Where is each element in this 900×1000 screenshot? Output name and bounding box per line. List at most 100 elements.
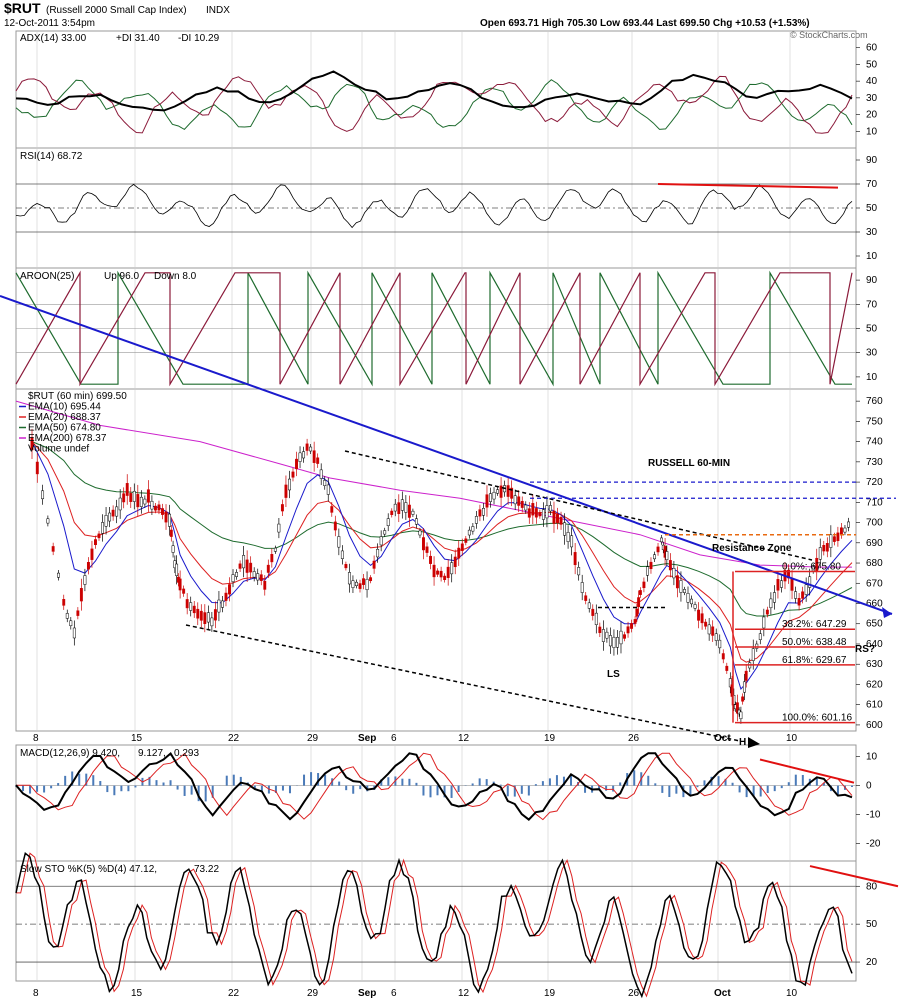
- candle-body: [101, 522, 104, 534]
- fib-label: 38.2%: 647.29: [782, 619, 847, 630]
- candle-body: [686, 593, 690, 603]
- candle-body: [411, 510, 415, 515]
- candle-body: [769, 598, 773, 609]
- candle-body: [337, 536, 341, 548]
- candle-body: [400, 499, 404, 511]
- candle-body: [721, 653, 725, 660]
- candle-body: [635, 608, 639, 617]
- candle-body: [450, 562, 454, 575]
- tick-label-adx: 10: [866, 126, 878, 137]
- tick-label-price: 620: [866, 679, 883, 690]
- candle-body: [143, 498, 147, 505]
- candle-body: [351, 580, 355, 588]
- candle-body: [196, 608, 200, 619]
- candle-body: [496, 489, 499, 494]
- candle-body: [649, 561, 653, 570]
- x-axis-label-mid: 15: [131, 733, 143, 744]
- candle-body: [259, 574, 263, 581]
- candle-body: [118, 497, 122, 511]
- minus-di-line: [15, 75, 853, 134]
- resistance-zone-label: Resistance Zone: [712, 543, 792, 554]
- candle-body: [35, 461, 39, 475]
- candle-body: [263, 580, 267, 590]
- candle-body: [675, 575, 679, 589]
- plus-di-line: [15, 79, 853, 131]
- candle-body: [132, 490, 136, 502]
- fib-label: 61.8%: 629.67: [782, 655, 847, 666]
- tick-label-macd: -10: [866, 810, 881, 821]
- candle-body: [97, 533, 101, 539]
- rsi-trendline: [657, 183, 839, 189]
- candle-body: [266, 564, 270, 573]
- candle-body: [79, 588, 83, 602]
- datetime: 12-Oct-2011 3:54pm: [4, 18, 95, 29]
- tick-label-price: 670: [866, 578, 883, 589]
- candle-body: [559, 516, 563, 525]
- candle-body: [171, 545, 175, 553]
- candle-body: [30, 437, 34, 451]
- candle-body: [725, 665, 729, 671]
- candle-body: [577, 567, 581, 576]
- tick-label-rsi: 30: [866, 227, 878, 238]
- candle-body: [541, 509, 545, 520]
- candle-body: [460, 543, 464, 551]
- tick-label-macd: 10: [866, 752, 878, 763]
- candle-body: [312, 450, 316, 463]
- candle-body: [41, 490, 45, 500]
- x-axis-label-mid: Sep: [358, 733, 376, 744]
- candle-body: [302, 451, 306, 459]
- candle-body: [556, 514, 559, 524]
- candle-body: [104, 515, 108, 527]
- candle-body: [62, 599, 66, 606]
- candle-body: [612, 636, 616, 648]
- candle-body: [125, 483, 129, 496]
- tick-label-rsi: 90: [866, 155, 878, 166]
- channel-top-line: [344, 450, 813, 561]
- fib-label: 0.0%: 675.80: [782, 562, 841, 573]
- plus-di-legend: +DI 31.40: [116, 33, 160, 44]
- tick-label-price: 640: [866, 639, 883, 650]
- macd-signal-legend: 9.127,: [138, 748, 166, 759]
- candle-body: [206, 612, 210, 623]
- candle-body: [847, 521, 850, 528]
- candle-body: [728, 678, 732, 688]
- candle-body: [252, 571, 256, 578]
- candle-body: [580, 582, 584, 593]
- x-axis-label-bottom: 6: [391, 988, 397, 999]
- candle-body: [534, 508, 538, 518]
- candle-body: [822, 545, 826, 552]
- sto-legend: Slow STO %K(5) %D(4) 47.12,: [20, 864, 157, 875]
- rsi-legend: RSI(14) 68.72: [20, 151, 83, 162]
- candle-body: [139, 496, 143, 507]
- candle-body: [485, 494, 489, 508]
- candle-body: [679, 580, 683, 593]
- tick-label-price: 700: [866, 518, 883, 529]
- ema10-line: [31, 441, 853, 690]
- candle-body: [697, 609, 701, 621]
- tick-label-adx: 30: [866, 93, 878, 104]
- tick-label-price: 730: [866, 457, 883, 468]
- candle-body: [836, 532, 840, 542]
- candle-body: [295, 458, 298, 470]
- candle-body: [192, 605, 196, 614]
- x-axis-label-mid: 12: [458, 733, 470, 744]
- sto-d-legend: 73.22: [194, 864, 219, 875]
- x-axis-label-bottom: 15: [131, 988, 143, 999]
- candle-body: [94, 539, 97, 546]
- candle-body: [199, 610, 203, 621]
- candle-body: [309, 446, 313, 452]
- candle-body: [471, 526, 475, 532]
- aroon-down-legend: Down 8.0: [154, 271, 197, 282]
- x-axis-label-bottom: 12: [458, 988, 470, 999]
- candle-body: [464, 538, 468, 543]
- tick-label-aroon: 30: [866, 348, 878, 359]
- candle-body: [422, 537, 425, 551]
- tick-label-rsi: 10: [866, 251, 878, 262]
- candle-body: [358, 583, 362, 589]
- candle-body: [150, 500, 154, 510]
- tick-label-price: 630: [866, 659, 883, 670]
- candle-body: [362, 578, 365, 585]
- candle-body: [690, 598, 693, 605]
